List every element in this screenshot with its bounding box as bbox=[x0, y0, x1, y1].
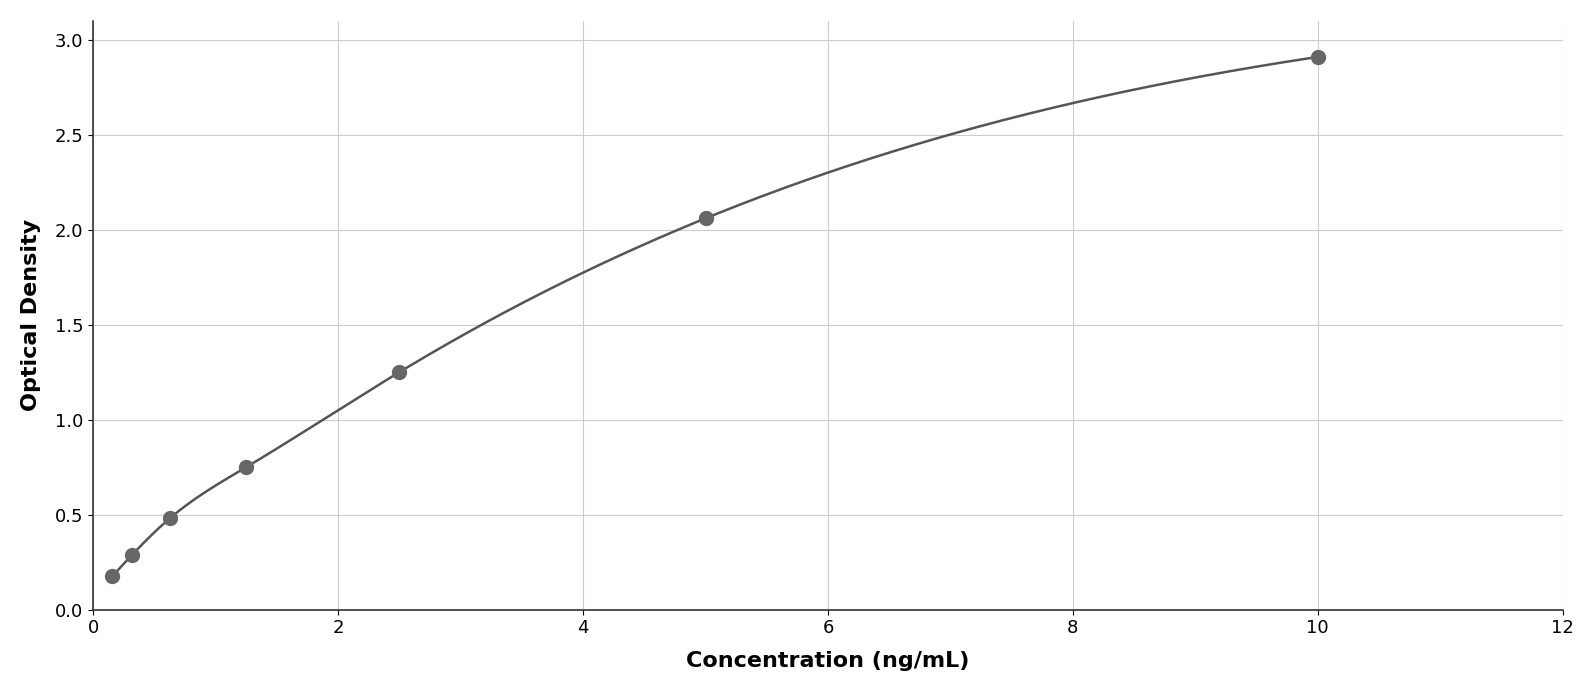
Point bbox=[99, 571, 124, 582]
Point bbox=[692, 213, 718, 224]
X-axis label: Concentration (ng/mL): Concentration (ng/mL) bbox=[686, 651, 970, 671]
Point bbox=[386, 367, 412, 378]
Point bbox=[233, 462, 258, 473]
Point bbox=[118, 550, 144, 561]
Point bbox=[1305, 51, 1330, 62]
Point bbox=[156, 513, 182, 524]
Y-axis label: Optical Density: Optical Density bbox=[21, 219, 41, 411]
